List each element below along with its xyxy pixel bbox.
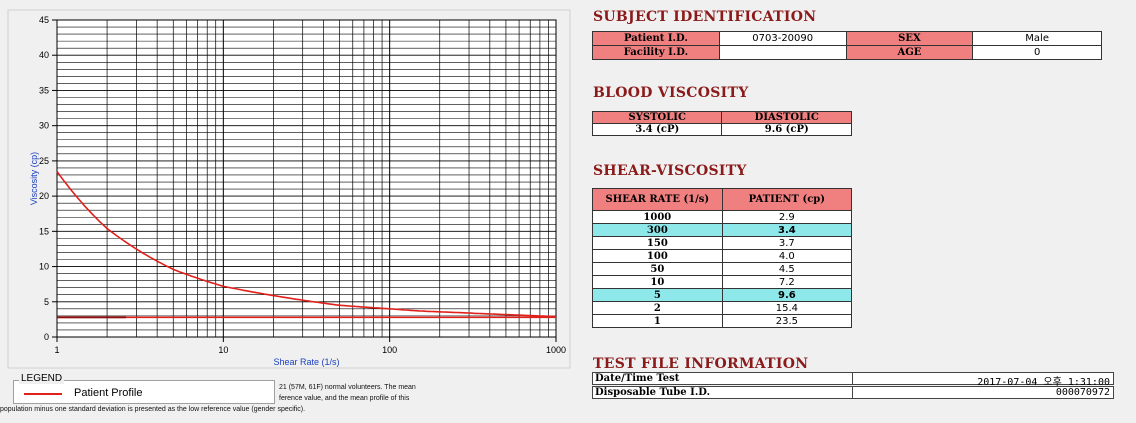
y-tick-label: 45 [39,15,49,25]
shear-row: 5 9.6 [592,288,853,302]
facility-id-label: Facility I.D. [592,45,720,60]
y-axis-label: Viscosity (cp) [29,152,39,205]
y-tick-label: 5 [44,297,49,307]
subject-section-title: SUBJECT IDENTIFICATION [593,9,817,25]
patient-cp-cell: 7.2 [721,275,853,289]
shear-rate-cell: 100 [592,249,723,263]
shear-row: 50 4.5 [592,262,853,276]
footnote-line-1: 21 (57M, 61F) normal volunteers. The mea… [279,384,416,391]
y-tick-label: 20 [39,191,49,201]
patient-cp-cell: 4.0 [721,249,853,263]
divider [852,386,853,399]
sex-value: Male [972,31,1102,46]
y-tick-label: 0 [44,332,49,342]
y-tick-label: 15 [39,226,49,236]
patient-profile-curve [56,171,557,318]
patient-id-value: 0703-20090 [718,31,847,46]
shear-row: 1 23.5 [592,314,853,328]
shear-rate-cell: 150 [592,236,723,250]
footnote-line-3: population minus one standard deviation … [0,406,306,413]
divider [852,372,853,385]
shear-row: 2 15.4 [592,301,853,315]
tube-id-value: 000070972 [1055,387,1110,398]
shear-rate-cell: 50 [592,262,723,276]
patient-cp-cell: 9.6 [721,288,853,302]
y-tick-label: 40 [39,50,49,60]
systolic-value: 3.4 (cP) [591,123,723,136]
facility-id-value [718,45,847,60]
diastolic-value: 9.6 (cP) [721,123,852,136]
x-tick-label: 1000 [546,345,566,355]
shear-rate-cell: 300 [592,223,723,237]
diastolic-label: DIASTOLIC [721,111,852,124]
x-tick-label: 10 [218,345,228,355]
footnote-line-2: ference value, and the mean profile of t… [279,395,410,402]
y-tick-label: 25 [39,156,49,166]
shear-viscosity-table: SHEAR RATE (1/s) PATIENT (cp) 1000 2.9 300… [592,188,853,328]
patient-cp-cell: 2.9 [721,210,853,224]
shear-row: 100 4.0 [592,249,853,263]
legend-label-patient: Patient Profile [74,387,143,399]
legend-title: LEGEND [19,373,65,384]
x-axis-label: Shear Rate (1/s) [273,357,339,367]
patient-id-label: Patient I.D. [592,31,720,46]
shear-viscosity-title: SHEAR-VISCOSITY [593,163,747,179]
plot-border [56,19,557,338]
age-value: 0 [972,45,1102,60]
plot-area [57,20,556,337]
viscosity-chart-panel: 0 5 10 15 20 25 30 35 40 45 1 10 100 1000 Shear Rate (… [0,0,580,370]
shear-rate-cell: 1 [592,314,723,328]
date-time-label: Date/Time Test [595,373,680,384]
date-time-row: Date/Time Test 2017-07-04 오후 1:31:00 [592,372,1114,388]
legend-swatch-patient [24,393,62,395]
shear-row: 150 3.7 [592,236,853,250]
patient-cp-header: PATIENT (cp) [721,188,853,211]
shear-rate-header: SHEAR RATE (1/s) [592,188,723,211]
shear-rate-cell: 10 [592,275,723,289]
patient-cp-cell: 15.4 [721,301,853,315]
y-tick-label: 10 [39,262,49,272]
sex-label: SEX [845,31,974,46]
tube-id-row: Disposable Tube I.D. 000070972 [592,386,1114,399]
shear-rate-cell: 5 [592,288,723,302]
shear-rate-cell: 2 [592,301,723,315]
viscosity-chart: 0 5 10 15 20 25 30 35 40 45 1 10 100 1000 Shear Rate (… [7,9,571,369]
x-tick-label: 100 [382,345,397,355]
y-tick-label: 35 [39,85,49,95]
shear-row: 1000 2.9 [592,210,853,224]
patient-cp-cell: 4.5 [721,262,853,276]
blood-viscosity-table: SYSTOLIC DIASTOLIC 3.4 (cP) 9.6 (cP) [591,111,852,136]
x-tick-label: 1 [54,345,59,355]
shear-row: 10 7.2 [592,275,853,289]
test-file-title: TEST FILE INFORMATION [593,356,809,372]
blood-viscosity-title: BLOOD VISCOSITY [593,85,749,101]
patient-cp-cell: 3.7 [721,236,853,250]
shear-rate-cell: 1000 [592,210,723,224]
date-time-value: 2017-07-04 오후 1:31:00 [977,377,1110,388]
patient-cp-cell: 3.4 [721,223,853,237]
systolic-label: SYSTOLIC [591,111,723,124]
y-tick-label: 30 [39,121,49,131]
shear-row: 300 3.4 [592,223,853,237]
patient-cp-cell: 23.5 [721,314,853,328]
tube-id-label: Disposable Tube I.D. [595,387,711,398]
age-label: AGE [845,45,974,60]
subject-table: Patient I.D. 0703-20090 SEX Male Facilit… [592,31,1102,60]
legend: LEGEND Patient Profile [13,373,275,404]
